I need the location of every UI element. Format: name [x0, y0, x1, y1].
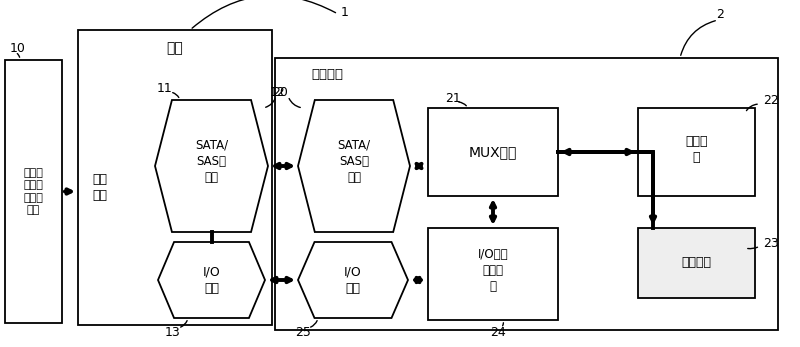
Text: MUX芯片: MUX芯片 [469, 145, 517, 159]
Text: SATA/
SAS端
口组: SATA/ SAS端 口组 [195, 138, 228, 184]
Text: 20: 20 [272, 85, 288, 99]
Text: 指示装置: 指示装置 [682, 256, 711, 270]
Text: 存储设
备: 存储设 备 [686, 135, 708, 163]
Text: 11: 11 [157, 82, 173, 94]
Text: 23: 23 [763, 237, 778, 249]
Polygon shape [158, 242, 265, 318]
Text: 24: 24 [490, 325, 506, 339]
Polygon shape [298, 100, 410, 232]
Bar [638, 228, 755, 298]
Polygon shape [298, 242, 408, 318]
Text: SATA/
SAS端
口组: SATA/ SAS端 口组 [338, 138, 370, 184]
Text: 12: 12 [270, 85, 286, 99]
Text: 主板多
硬盘端
口测试
系统: 主板多 硬盘端 口测试 系统 [23, 168, 43, 215]
Text: I/O
端口: I/O 端口 [344, 265, 362, 295]
Text: I/O
端口: I/O 端口 [202, 265, 220, 295]
Text: 13: 13 [165, 325, 181, 339]
Text: 25: 25 [295, 325, 311, 339]
Text: 2: 2 [716, 8, 724, 20]
Bar [428, 108, 558, 196]
Text: 测试装置: 测试装置 [311, 68, 343, 81]
Bar [275, 58, 778, 330]
Text: 21: 21 [445, 92, 461, 104]
Bar [78, 30, 272, 325]
Bar [428, 228, 558, 320]
Polygon shape [155, 100, 268, 232]
Bar [5, 60, 62, 323]
Text: I/O端口
转换模
块: I/O端口 转换模 块 [478, 248, 508, 294]
Text: 待测
主板: 待测 主板 [93, 173, 107, 202]
Bar [638, 108, 755, 196]
Text: 主机: 主机 [166, 41, 183, 55]
Text: 10: 10 [10, 42, 26, 54]
Text: 1: 1 [341, 6, 349, 18]
Text: 22: 22 [763, 93, 778, 107]
